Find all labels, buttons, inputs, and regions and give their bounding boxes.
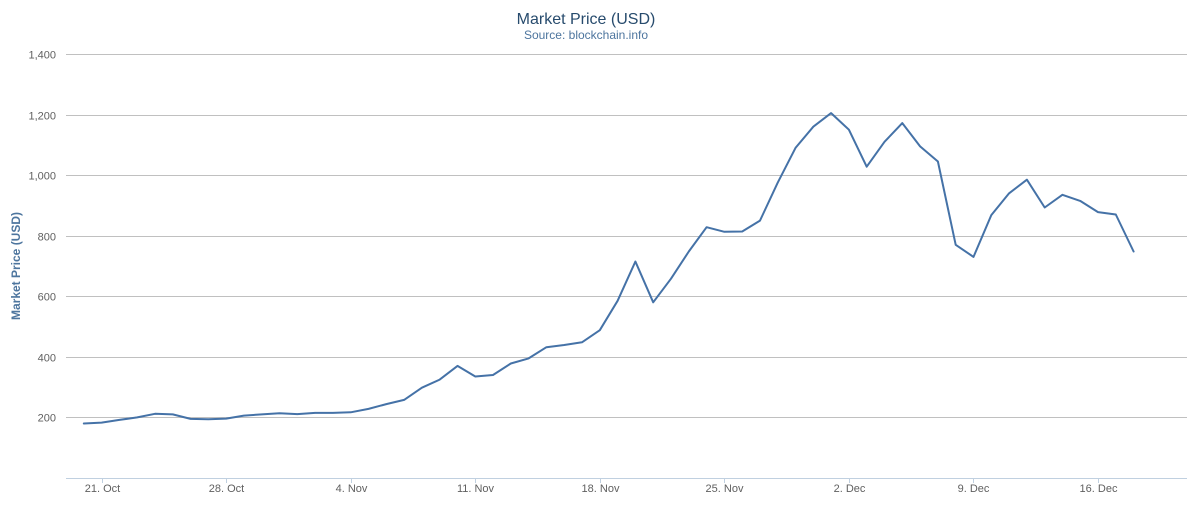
- data-point: [1130, 248, 1138, 256]
- data-point: [863, 163, 871, 171]
- data-point: [222, 415, 230, 423]
- data-point: [115, 416, 123, 424]
- data-point: [489, 371, 497, 379]
- data-point: [703, 223, 711, 231]
- data-point: [881, 138, 889, 146]
- data-point: [970, 253, 978, 261]
- data-point: [169, 410, 177, 418]
- data-point: [311, 409, 319, 417]
- data-point: [133, 413, 141, 421]
- data-point: [792, 144, 800, 152]
- data-point: [293, 410, 301, 418]
- gridlines: [66, 54, 1187, 418]
- data-point: [952, 241, 960, 249]
- y-tick-label: 600: [38, 292, 56, 304]
- data-point: [204, 415, 212, 423]
- y-axis-ticks: 200 400 600 800 1,000 1,200 1,400: [28, 50, 56, 425]
- chart-title: Market Price (USD): [517, 11, 656, 28]
- data-point: [1094, 208, 1102, 216]
- y-tick-label: 1,000: [28, 171, 56, 183]
- data-point: [649, 298, 657, 306]
- data-point: [98, 419, 106, 427]
- data-point: [596, 326, 604, 334]
- data-point: [845, 126, 853, 134]
- data-point: [80, 420, 88, 428]
- data-point: [987, 211, 995, 219]
- y-tick-label: 200: [38, 413, 56, 425]
- y-tick-label: 1,200: [28, 111, 56, 123]
- data-point: [258, 410, 266, 418]
- data-point: [685, 248, 693, 256]
- data-point: [1112, 211, 1120, 219]
- data-point: [471, 373, 479, 381]
- data-point: [454, 362, 462, 370]
- data-point: [827, 109, 835, 117]
- x-tick-label: 9. Dec: [958, 483, 990, 495]
- data-point: [525, 354, 533, 362]
- data-point: [934, 158, 942, 166]
- x-tick-label: 16. Dec: [1080, 483, 1118, 495]
- data-point: [738, 228, 746, 236]
- x-tick-label: 25. Nov: [706, 483, 744, 495]
- data-point: [774, 179, 782, 187]
- data-point: [720, 228, 728, 236]
- x-tick-label: 28. Oct: [209, 483, 244, 495]
- data-point: [1005, 189, 1013, 197]
- data-point: [382, 400, 390, 408]
- data-point: [1023, 176, 1031, 184]
- data-point: [151, 410, 159, 418]
- data-point: [809, 123, 817, 131]
- data-point: [916, 142, 924, 150]
- data-point: [578, 338, 586, 346]
- data-point: [667, 275, 675, 283]
- data-point: [507, 360, 515, 368]
- data-point: [276, 409, 284, 417]
- data-point: [898, 119, 906, 127]
- data-point: [187, 415, 195, 423]
- chart-subtitle: Source: blockchain.info: [524, 28, 648, 42]
- x-tick-label: 18. Nov: [582, 483, 620, 495]
- x-tick-label: 11. Nov: [457, 483, 495, 495]
- data-point: [436, 376, 444, 384]
- x-tick-label: 2. Dec: [834, 483, 866, 495]
- y-tick-label: 800: [38, 232, 56, 244]
- data-point: [631, 258, 639, 266]
- x-tick-label: 21. Oct: [85, 483, 120, 495]
- y-axis-title: Market Price (USD): [9, 212, 23, 320]
- data-point: [365, 405, 373, 413]
- data-point: [614, 297, 622, 305]
- data-point: [756, 217, 764, 225]
- y-tick-label: 400: [38, 353, 56, 365]
- y-tick-label: 1,400: [28, 50, 56, 62]
- x-axis: 21. Oct 28. Oct 4. Nov 11. Nov 18. Nov 25. No…: [66, 478, 1187, 495]
- data-point: [329, 409, 337, 417]
- data-point: [1041, 204, 1049, 212]
- series-line: [82, 112, 1135, 425]
- data-point: [542, 343, 550, 351]
- data-point: [418, 384, 426, 392]
- series-layer: [80, 109, 1138, 428]
- data-point: [347, 408, 355, 416]
- x-tick-label: 4. Nov: [336, 483, 368, 495]
- data-point: [1058, 191, 1066, 199]
- data-point: [400, 396, 408, 404]
- data-point: [1076, 197, 1084, 205]
- data-point: [240, 412, 248, 420]
- data-point: [560, 341, 568, 349]
